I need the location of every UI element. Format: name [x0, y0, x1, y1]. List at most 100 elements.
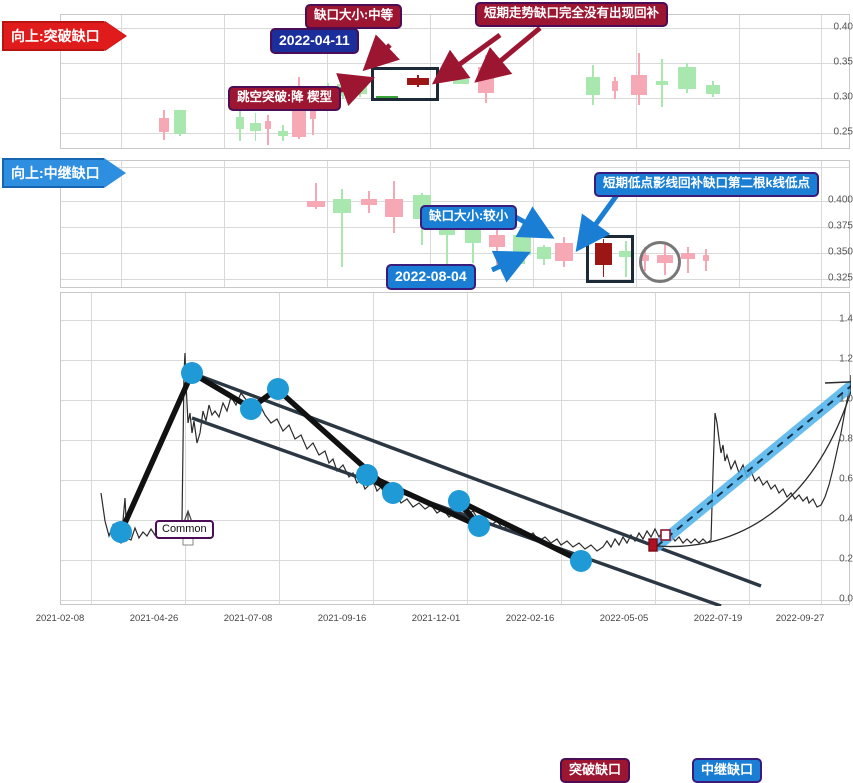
- candle-highlight-up: [376, 95, 398, 100]
- common-label: Common: [155, 520, 214, 540]
- gridline: [61, 440, 849, 441]
- candle: [250, 113, 261, 141]
- x-tick-label: 2022-07-19: [693, 613, 743, 624]
- gridline: [121, 15, 122, 148]
- gridline: [739, 15, 740, 148]
- gridline: [61, 63, 849, 64]
- candle: [586, 65, 600, 105]
- x-tick-label: 2021-02-08: [35, 613, 85, 624]
- gridline: [561, 293, 562, 604]
- candle: [619, 241, 633, 277]
- x-tick-label: 2021-09-16: [317, 613, 367, 624]
- y-tick-label: 0.400: [827, 194, 853, 206]
- gridline: [430, 15, 431, 148]
- candle: [513, 233, 531, 259]
- channel-lower: [191, 416, 722, 606]
- shadow-fill-note-label: 短期低点影线回补缺口第二根k线低点: [594, 172, 819, 197]
- gridline: [61, 133, 849, 134]
- banner-up-breakaway-label: 向上:突破缺口: [2, 21, 104, 51]
- banner-arrow-head: [103, 158, 126, 188]
- candle: [513, 259, 525, 265]
- x-tick-label: 2021-07-08: [223, 613, 273, 624]
- candle: [307, 183, 325, 209]
- gridline: [533, 15, 534, 148]
- breakaway-gap-panel: 0.40 0.35 0.30 0.25 缺口大小:中等 2022-04-11 跳…: [0, 0, 853, 152]
- candle: [385, 181, 403, 233]
- gridline: [61, 320, 849, 321]
- x-tick-label: 2021-04-26: [129, 613, 179, 624]
- banner-up-runaway-label: 向上:中继缺口: [2, 158, 104, 188]
- gridline: [61, 201, 849, 202]
- candle: [465, 223, 481, 263]
- gridline: [739, 161, 740, 287]
- gridline: [121, 161, 122, 287]
- pivot-node: [181, 362, 203, 384]
- gridline: [61, 400, 849, 401]
- marker-breakaway-label: 突破缺口: [560, 758, 631, 783]
- date-top-label: 2022-04-11: [270, 28, 359, 55]
- y-tick-label: 0.0: [839, 593, 853, 605]
- candle: [631, 53, 647, 105]
- gridline: [61, 98, 849, 99]
- y-tick-label: 1.2: [839, 353, 853, 365]
- top-plot-area: [60, 14, 850, 149]
- pivot-node: [356, 464, 378, 486]
- candle: [361, 191, 377, 213]
- pivot-node: [240, 398, 262, 420]
- y-tick-label: 0.2: [839, 553, 853, 565]
- gridline: [61, 360, 849, 361]
- gridline: [224, 15, 225, 148]
- gridline: [61, 253, 849, 254]
- pivot-node: [382, 482, 404, 504]
- gridline: [224, 161, 225, 287]
- gridline: [91, 293, 92, 604]
- y-tick-label: 0.4: [839, 513, 853, 525]
- banner-up-runaway: 向上:中继缺口: [2, 158, 126, 188]
- breakaway-gap-marker: [660, 529, 671, 541]
- y-tick-label: 0.6: [839, 473, 853, 485]
- gridline: [533, 161, 534, 287]
- marker-runaway-label: 中继缺口: [692, 758, 763, 783]
- candle: [703, 249, 709, 271]
- pivot-node: [468, 515, 490, 537]
- gap-size-medium-label: 缺口大小:中等: [305, 4, 403, 29]
- candle: [278, 125, 288, 141]
- candle: [489, 227, 505, 265]
- y-tick-label: 1.4: [839, 313, 853, 325]
- x-tick-label: 2022-02-16: [505, 613, 555, 624]
- gap-breakout-pattern-label: 跳空突破:降 楔型: [228, 86, 342, 111]
- banner-arrow-head: [103, 21, 126, 51]
- overview-line-panel: 1.4 1.2 1.0 0.8 0.6 0.4 0.2 0.0 2021-02-…: [0, 292, 853, 783]
- x-tick-label: 2021-12-01: [411, 613, 461, 624]
- gridline: [61, 28, 849, 29]
- gridline: [61, 480, 849, 481]
- candle: [612, 77, 618, 99]
- pivot-node: [448, 490, 470, 512]
- gridline: [821, 161, 822, 287]
- candle-highlight-down: [407, 75, 429, 87]
- bottom-plot-area: [60, 292, 851, 606]
- x-tick-label: 2022-09-27: [775, 613, 825, 624]
- candle: [678, 63, 696, 93]
- runaway-gap-panel: 0.400 0.375 0.350 0.325 缺口大小:较小 2022-08-…: [0, 152, 853, 292]
- candle: [310, 87, 316, 135]
- gridline: [655, 293, 656, 604]
- gap-size-small-label: 缺口大小:较小: [420, 205, 518, 230]
- no-fill-note-label: 短期走势缺口完全没有出现回补: [475, 2, 669, 27]
- x-tick-label: 2022-05-05: [599, 613, 649, 624]
- gridline: [61, 560, 849, 561]
- projection-cap: [824, 381, 851, 384]
- y-tick-label: 0.35: [833, 56, 853, 68]
- y-tick-label: 0.8: [839, 433, 853, 445]
- y-tick-label: 0.30: [833, 91, 853, 103]
- candle: [555, 237, 573, 267]
- candle: [656, 59, 668, 107]
- y-tick-label: 0.40: [833, 21, 853, 33]
- candle: [681, 247, 695, 273]
- y-tick-label: 0.375: [827, 220, 853, 232]
- gridline: [373, 293, 374, 604]
- gap-highlight-box: [586, 235, 634, 283]
- candle: [265, 115, 271, 145]
- gridline: [61, 167, 849, 168]
- gridline: [327, 161, 328, 287]
